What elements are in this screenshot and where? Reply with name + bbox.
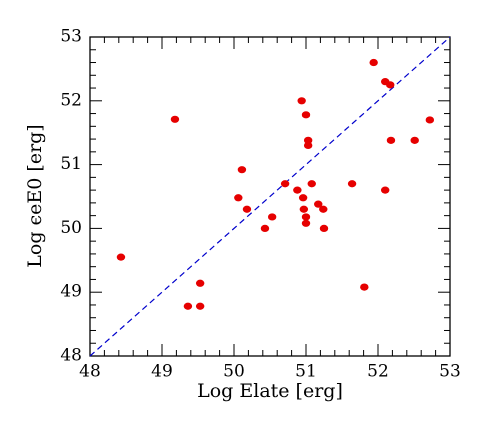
point	[303, 141, 313, 150]
x-tick-label: 51	[295, 362, 317, 382]
y-axis-title: Log ϵeE0 [erg]	[24, 124, 46, 267]
y-tick-label: 49	[60, 282, 82, 302]
point	[301, 111, 311, 119]
point	[369, 58, 378, 67]
point	[195, 279, 205, 287]
point	[381, 186, 390, 194]
point	[301, 219, 311, 227]
y-tick-label: 50	[60, 218, 82, 238]
point	[234, 194, 243, 202]
point	[260, 224, 270, 232]
point	[170, 115, 180, 123]
y-tick-label: 51	[60, 154, 82, 174]
point	[303, 136, 313, 144]
point	[242, 205, 252, 213]
point	[425, 116, 435, 124]
point	[280, 180, 290, 188]
point	[298, 194, 308, 202]
point	[319, 205, 328, 213]
y-tick-label: 48	[60, 346, 82, 366]
point	[237, 166, 247, 174]
equality-line	[89, 36, 451, 357]
point	[195, 302, 205, 310]
point	[386, 81, 395, 89]
point	[297, 97, 306, 105]
x-tick-label: 52	[367, 362, 389, 382]
point	[347, 180, 357, 188]
x-tick-label: 53	[439, 362, 461, 382]
point	[410, 136, 419, 144]
x-tick-label: 50	[223, 362, 245, 382]
x-tick-label: 49	[151, 362, 173, 382]
x-tick-label: 48	[79, 362, 101, 382]
point	[293, 186, 302, 194]
point	[301, 213, 311, 221]
point	[183, 302, 193, 310]
point	[267, 213, 277, 221]
point	[307, 180, 316, 188]
y-tick-label: 52	[60, 90, 82, 110]
plot-frame	[89, 36, 451, 357]
point	[299, 205, 309, 213]
point	[314, 200, 323, 208]
point	[386, 136, 396, 144]
x-axis-title: Log Elate [erg]	[197, 380, 343, 402]
point	[360, 283, 369, 291]
point	[319, 224, 329, 232]
y-tick-label: 53	[60, 27, 82, 47]
point	[116, 253, 126, 261]
